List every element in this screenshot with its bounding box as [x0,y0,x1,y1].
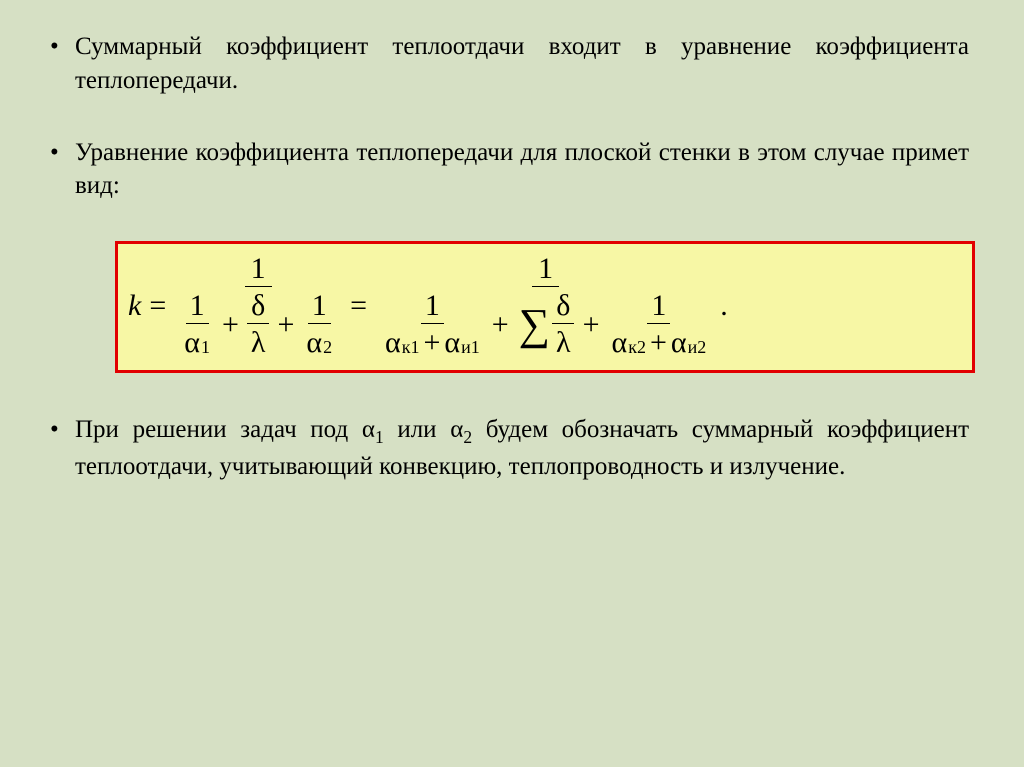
term-1-over-ak1ai1: 1 αк1 + αи1 [381,289,484,360]
lambda-2: λ [552,324,575,360]
sub-k1: к1 [402,337,420,358]
bullet-2-text: Уравнение коэффициента теплопередачи для… [75,139,969,200]
n2: 1 [308,289,331,324]
frac1-den: 1 α1 + δ λ + 1 α2 [174,287,342,360]
equals-1: = [149,289,166,323]
d-ak1ai1: αк1 + αи1 [381,324,484,360]
sub-2a: 2 [323,337,332,358]
plus-inner-2: + [650,326,667,360]
bullet-3-sub2: 2 [463,427,472,447]
alpha-1: α [184,326,200,360]
term-1-over-alpha2: 1 α2 [302,289,336,360]
plus-3: + [492,308,509,342]
plus-inner-1: + [423,326,440,360]
d-alpha1: α1 [180,324,214,360]
formula-period: . [720,289,728,323]
bullet-2: Уравнение коэффициента теплопередачи для… [40,136,969,204]
d-alpha2: α2 [302,324,336,360]
bullet-3: При решении задач под α1 или α2 будем об… [40,413,969,483]
frac2-den: 1 αк1 + αи1 + ∑ δ λ + [375,287,716,360]
alpha-k1: α [385,326,401,360]
sub-1a: 1 [201,337,210,358]
lambda-1: λ [247,324,270,360]
term-delta-over-lambda-1: δ λ [247,289,270,360]
plus-1: + [222,308,239,342]
bullet-1: Суммарный коэффициент теплоотдачи входит… [40,30,969,98]
delta-1: δ [247,289,269,324]
formula-box: k = 1 1 α1 + δ λ + [115,241,975,373]
n3: 1 [421,289,444,324]
term-delta-over-lambda-2: δ λ [552,289,575,360]
sub-i1: и1 [461,337,480,358]
frac1-num: 1 [245,252,272,287]
bullet-3-sub1: 1 [375,427,384,447]
fraction-2: 1 1 αк1 + αи1 + ∑ δ λ [375,252,716,360]
term-1-over-ak2ai2: 1 αк2 + αи2 [608,289,711,360]
term-1-over-alpha1: 1 α1 [180,289,214,360]
bullet-3-part2: или α [384,416,464,443]
sub-i2: и2 [688,337,707,358]
frac2-num: 1 [532,252,559,287]
n4: 1 [647,289,670,324]
n1: 1 [186,289,209,324]
d-ak2ai2: αк2 + αи2 [608,324,711,360]
fraction-1: 1 1 α1 + δ λ + 1 [174,252,342,360]
formula-lhs: k [128,289,141,323]
alpha-2: α [306,326,322,360]
formula-equation: k = 1 1 α1 + δ λ + [128,252,962,360]
delta-2: δ [552,289,574,324]
alpha-i2: α [671,326,687,360]
bullet-3-part1: При решении задач под α [75,416,375,443]
sigma-icon: ∑ [519,307,550,342]
alpha-k2: α [612,326,628,360]
bullet-list: Суммарный коэффициент теплоотдачи входит… [40,30,969,203]
slide-content: Суммарный коэффициент теплоотдачи входит… [0,0,1024,551]
bullet-list-2: При решении задач под α1 или α2 будем об… [40,413,969,483]
plus-2: + [277,308,294,342]
alpha-i1: α [444,326,460,360]
bullet-1-text: Суммарный коэффициент теплоотдачи входит… [75,33,969,94]
sub-k2: к2 [628,337,646,358]
plus-4: + [583,308,600,342]
equals-2: = [350,289,367,323]
